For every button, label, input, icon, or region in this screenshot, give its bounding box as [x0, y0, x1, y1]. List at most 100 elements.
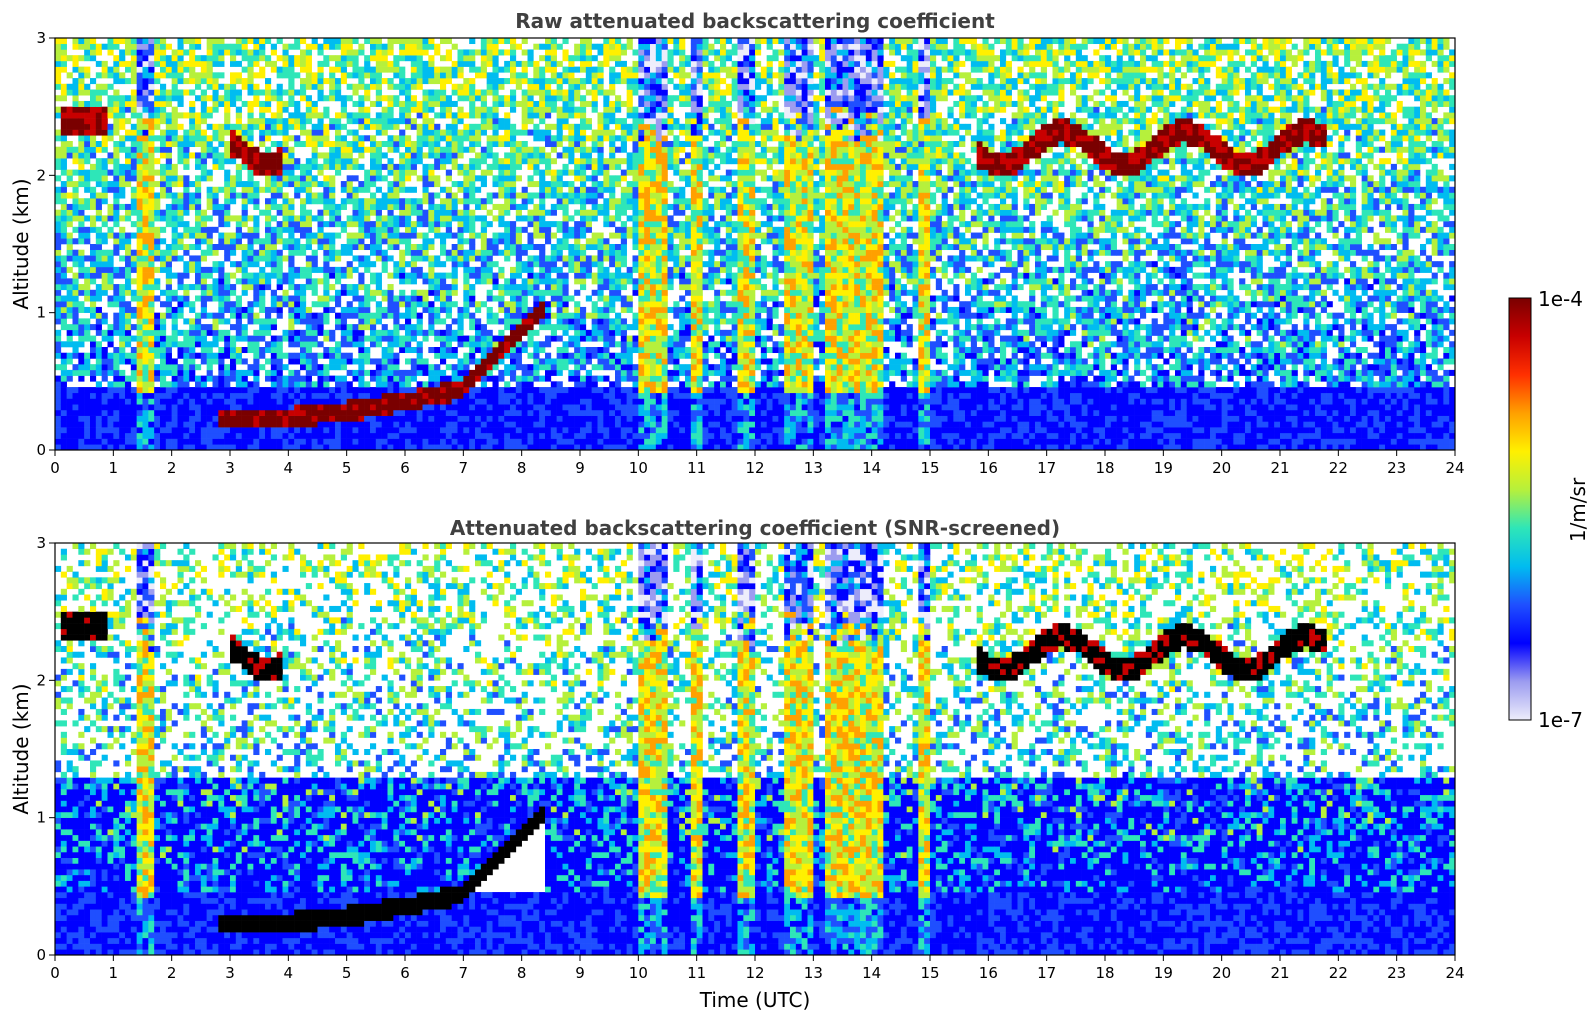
heatmap-cell — [510, 55, 517, 62]
heatmap-cell — [434, 272, 441, 279]
heatmap-cell — [416, 215, 423, 222]
heatmap-cell — [136, 244, 143, 251]
heatmap-cell — [259, 415, 266, 422]
heatmap-cell — [469, 381, 476, 388]
heatmap-cell — [259, 392, 266, 399]
heatmap-cell — [101, 272, 108, 279]
heatmap-cell — [440, 432, 447, 439]
heatmap-cell — [84, 38, 91, 45]
heatmap-cell — [305, 255, 312, 262]
heatmap-cell — [259, 100, 266, 107]
heatmap-cell — [545, 78, 552, 85]
heatmap-cell — [358, 398, 365, 405]
heatmap-cell — [387, 78, 394, 85]
heatmap-cell — [375, 141, 382, 148]
heatmap-cell — [358, 95, 365, 102]
heatmap-cell — [288, 255, 295, 262]
heatmap-cell — [451, 198, 458, 205]
heatmap-cell — [399, 55, 406, 62]
heatmap-cell — [346, 289, 353, 296]
heatmap-cell — [475, 249, 482, 256]
heatmap-cell — [370, 404, 377, 411]
heatmap-cell — [270, 364, 277, 371]
heatmap-cell — [148, 266, 155, 273]
heatmap-cell — [527, 198, 534, 205]
heatmap-cell — [457, 215, 464, 222]
heatmap-cell — [305, 438, 312, 445]
heatmap-cell — [270, 232, 277, 239]
heatmap-cell — [445, 226, 452, 233]
heatmap-cell — [329, 221, 336, 228]
heatmap-cell — [60, 427, 67, 434]
heatmap-cell — [323, 364, 330, 371]
heatmap-cell — [136, 432, 143, 439]
heatmap-cell — [352, 255, 359, 262]
heatmap-cell — [340, 387, 347, 394]
heatmap-cell — [364, 60, 371, 67]
heatmap-cell — [177, 387, 184, 394]
heatmap-cell — [451, 387, 458, 394]
heatmap-cell — [90, 312, 97, 319]
heatmap-cell — [270, 192, 277, 199]
heatmap-cell — [206, 175, 213, 182]
heatmap-cell — [329, 152, 336, 159]
heatmap-cell — [259, 163, 266, 170]
heatmap-cell — [428, 129, 435, 136]
heatmap-cell — [527, 409, 534, 416]
heatmap-cell — [224, 118, 231, 125]
heatmap-cell — [375, 329, 382, 336]
heatmap-cell — [527, 238, 534, 245]
heatmap-cell — [90, 215, 97, 222]
heatmap-cell — [288, 249, 295, 256]
heatmap-cell — [276, 392, 283, 399]
heatmap-cell — [230, 78, 237, 85]
heatmap-cell — [130, 43, 137, 50]
heatmap-cell — [78, 175, 85, 182]
heatmap-cell — [469, 255, 476, 262]
heatmap-cell — [364, 369, 371, 376]
heatmap-cell — [247, 284, 254, 291]
heatmap-cell — [165, 444, 172, 450]
heatmap-cell — [405, 238, 412, 245]
heatmap-cell — [253, 381, 260, 388]
heatmap-cell — [358, 72, 365, 79]
heatmap-cell — [305, 232, 312, 239]
heatmap-cell — [539, 66, 546, 73]
heatmap-cell — [189, 38, 196, 45]
heatmap-cell — [136, 192, 143, 199]
heatmap-cell — [270, 158, 277, 165]
heatmap-cell — [72, 192, 79, 199]
heatmap-cell — [78, 83, 85, 90]
heatmap-cell — [364, 266, 371, 273]
heatmap-cell — [498, 272, 505, 279]
heatmap-cell — [276, 129, 283, 136]
heatmap-cell — [224, 221, 231, 228]
heatmap-cell — [148, 209, 155, 216]
heatmap-cell — [171, 203, 178, 210]
heatmap-cell — [300, 83, 307, 90]
heatmap-cell — [183, 209, 190, 216]
heatmap-cell — [498, 141, 505, 148]
heatmap-cell — [90, 100, 97, 107]
heatmap-cell — [422, 369, 429, 376]
heatmap-cell — [550, 72, 557, 79]
heatmap-cell — [329, 364, 336, 371]
heatmap-cell — [510, 158, 517, 165]
heatmap-cell — [364, 415, 371, 422]
heatmap-cell — [457, 261, 464, 268]
heatmap-cell — [329, 432, 336, 439]
heatmap-cell — [183, 341, 190, 348]
heatmap-cell — [370, 203, 377, 210]
heatmap-cell — [125, 215, 132, 222]
heatmap-cell — [195, 272, 202, 279]
heatmap-cell — [259, 152, 266, 159]
heatmap-cell — [469, 100, 476, 107]
heatmap-cell — [60, 181, 67, 188]
heatmap-cell — [533, 152, 540, 159]
heatmap-cell — [101, 129, 108, 136]
heatmap-cell — [265, 306, 272, 313]
heatmap-cell — [212, 163, 219, 170]
heatmap-cell — [265, 324, 272, 331]
heatmap-cell — [270, 89, 277, 96]
heatmap-cell — [195, 83, 202, 90]
